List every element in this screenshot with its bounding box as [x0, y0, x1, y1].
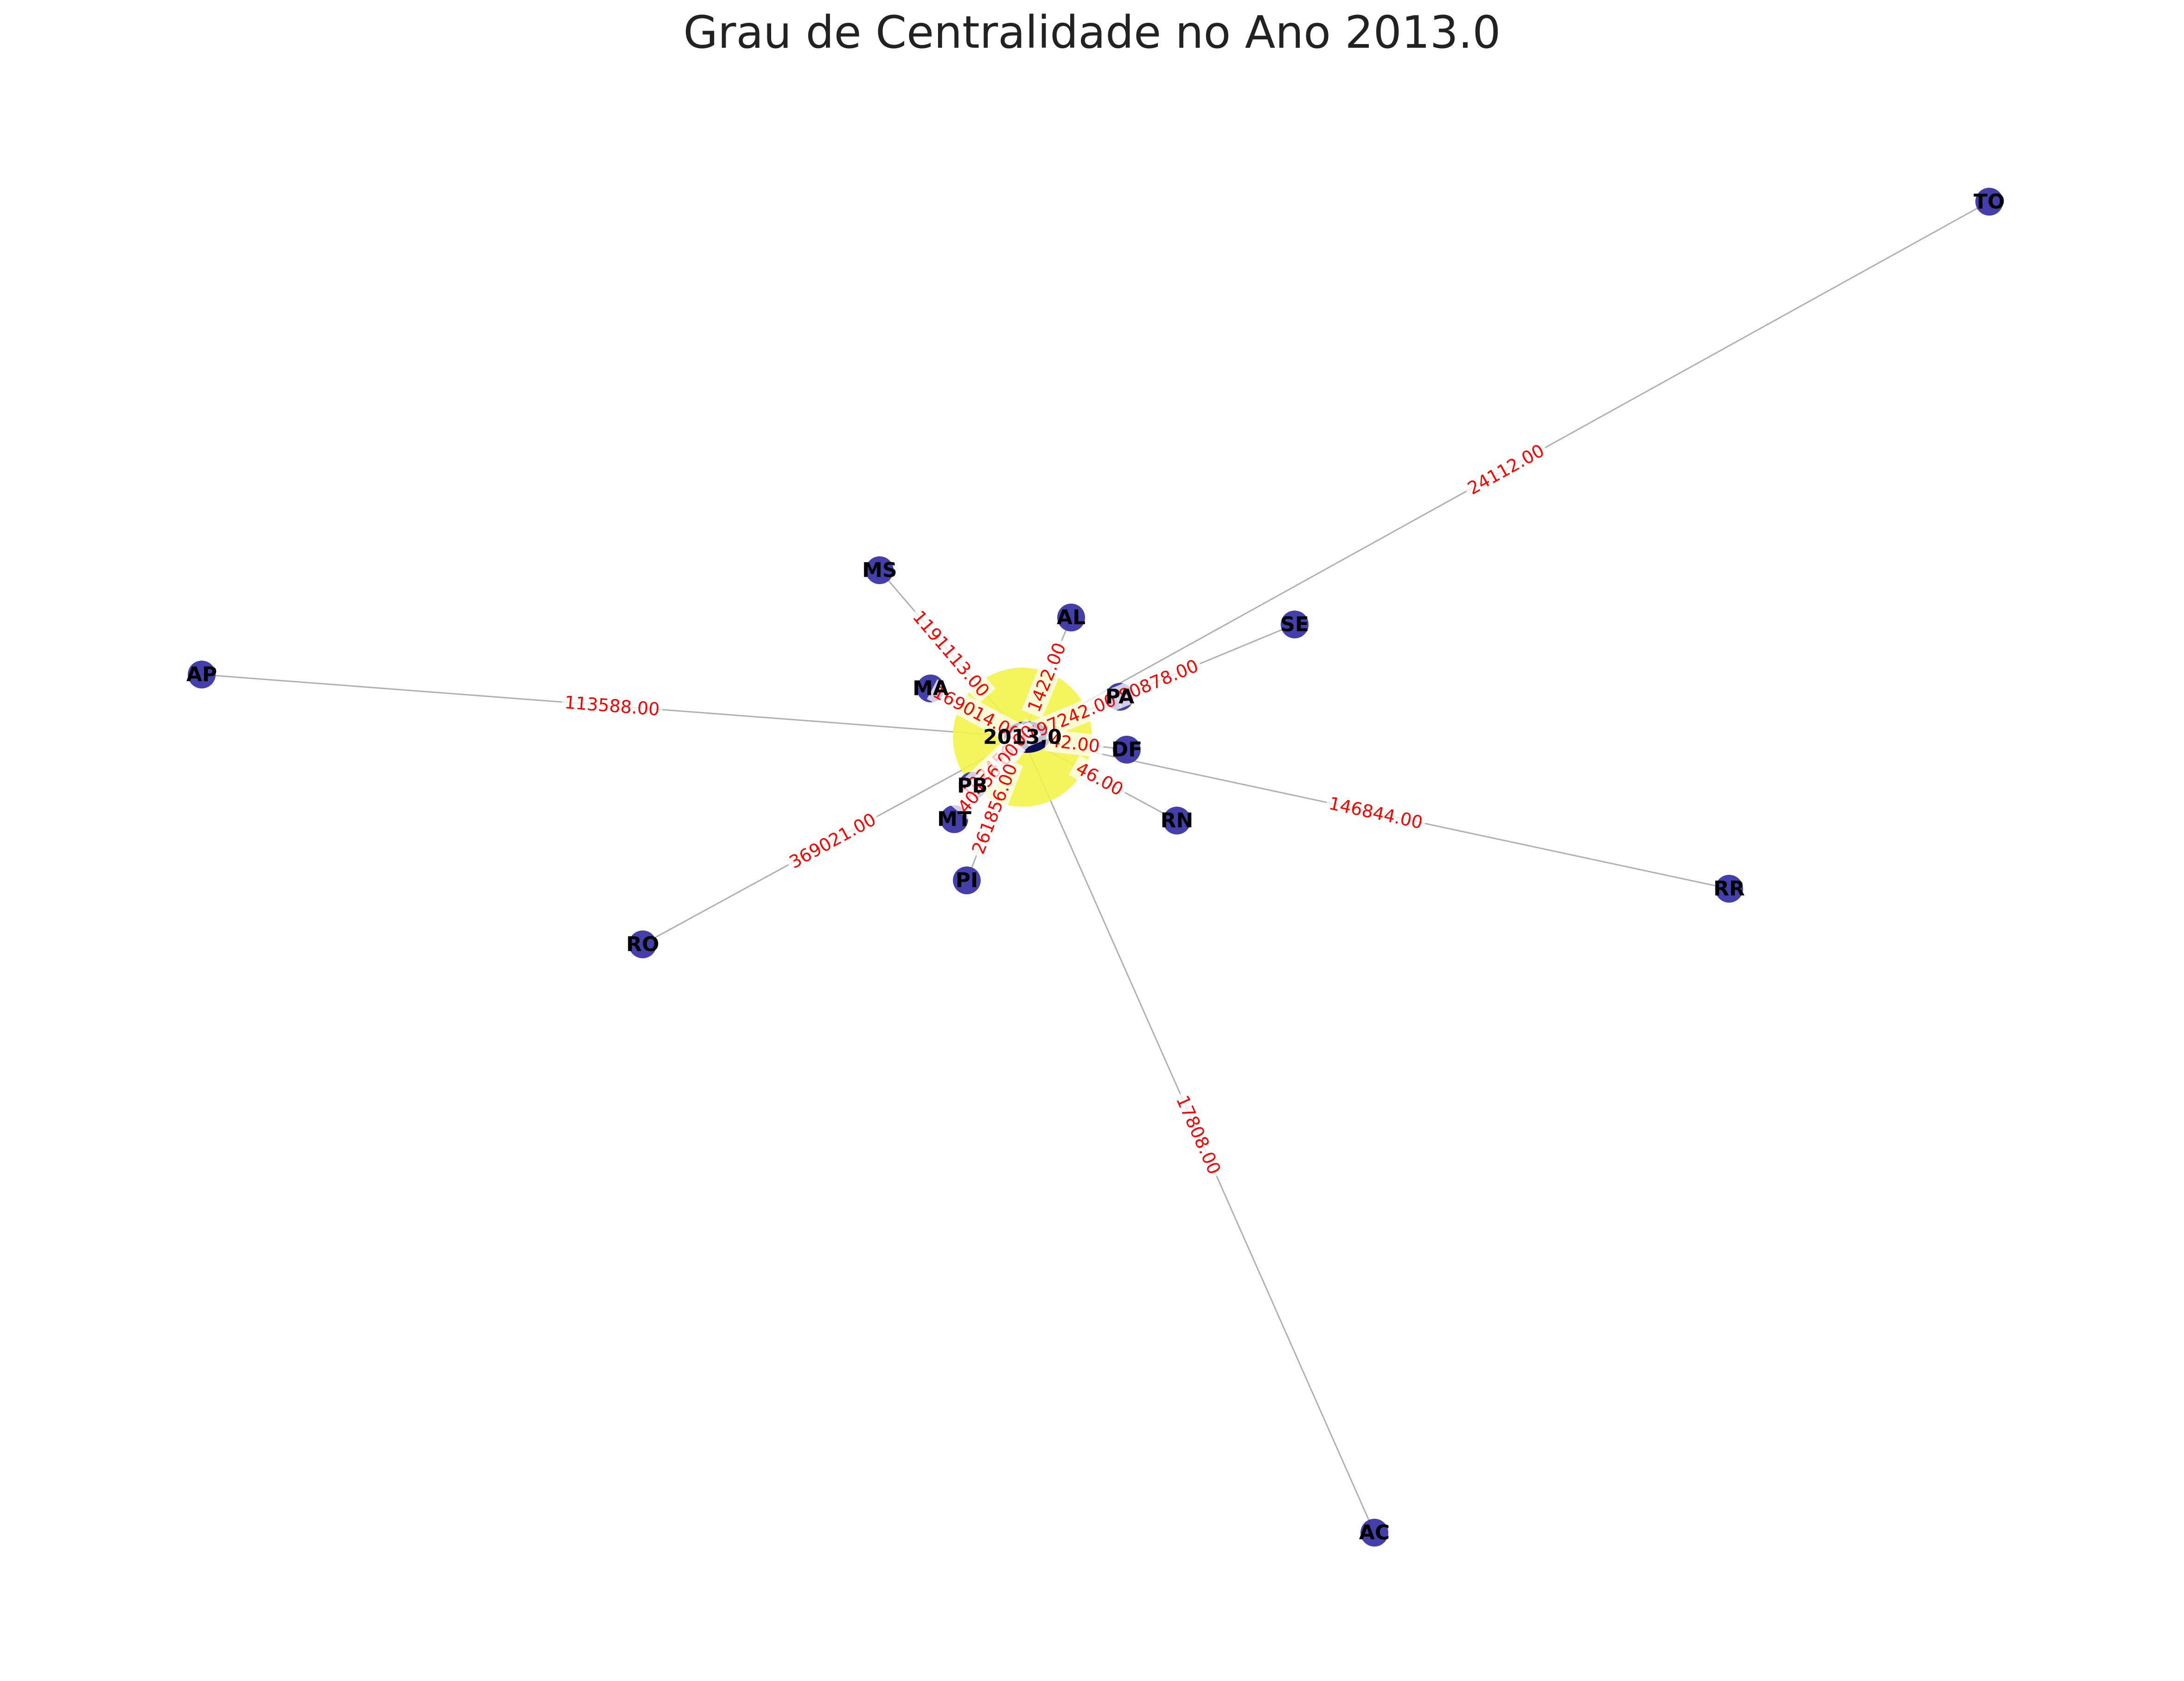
node-label-ac: AC	[1359, 1521, 1390, 1545]
node-label-mt: MT	[937, 808, 971, 831]
edge-label-bg-pi	[966, 758, 1023, 860]
nodes-layer	[188, 188, 2003, 1547]
node-ac	[1360, 1519, 1388, 1547]
edge-label-bg-se	[1112, 653, 1205, 708]
node-label-ap: AP	[186, 663, 217, 687]
node-label-pi: PI	[956, 869, 978, 892]
edge-label-group-df: 42.00	[1044, 729, 1105, 758]
edge-label-group-rr: 146844.00	[1324, 791, 1428, 834]
chart-title: Grau de Centralidade no Ano 2013.0	[683, 6, 1501, 58]
node-labels-layer: TO AP MS AL SE MA PA DF PB MT RN PI RO RR AC 2013.0	[186, 190, 2005, 1545]
node-label-to: TO	[1973, 190, 2005, 214]
node-pi	[953, 866, 981, 894]
node-label-pa: PA	[1105, 685, 1134, 709]
node-ms	[866, 556, 894, 584]
node-rr	[1715, 875, 1743, 903]
node-label-rr: RR	[1713, 877, 1745, 901]
edge-label-ro: 369021.00	[786, 809, 879, 872]
edge-label-group-ap: 113588.00	[561, 691, 664, 721]
node-label-ma: MA	[913, 677, 949, 700]
edge-label-rr: 146844.00	[1327, 793, 1424, 833]
edge-label-ac: 17808.00	[1172, 1092, 1225, 1178]
edge-label-group-ac: 17808.00	[1170, 1089, 1227, 1181]
node-al	[1057, 604, 1085, 631]
node-label-pb: PB	[957, 774, 988, 798]
edge-label-bg-ro	[783, 807, 882, 875]
hub-label: 2013.0	[983, 726, 1062, 749]
edge-label-bg-ms	[906, 604, 996, 703]
edge-label-bg-to	[1461, 438, 1551, 501]
edge-label-group-to: 24112.00	[1461, 438, 1551, 501]
node-se	[1281, 611, 1309, 638]
node-ap	[188, 661, 216, 688]
node-label-ro: RO	[626, 933, 659, 956]
edge-label-bg-rr	[1324, 791, 1428, 834]
edge-label-to: 24112.00	[1464, 440, 1548, 498]
edge-label-bg-pa	[1020, 687, 1122, 747]
node-label-se: SE	[1280, 613, 1309, 637]
edge-label-bg-mt	[951, 736, 1026, 820]
edge-label-ap: 113588.00	[564, 692, 660, 720]
node-label-al: AL	[1057, 606, 1086, 630]
node-rn	[1163, 807, 1191, 834]
node-ro	[629, 930, 657, 958]
edge-label-bg-rn	[1069, 755, 1130, 802]
edges-layer	[201, 201, 1990, 1533]
edge-label-group-ro: 369021.00	[783, 807, 882, 875]
edge-label-rn: 46.00	[1073, 758, 1127, 800]
node-label-ms: MS	[862, 559, 897, 582]
node-df	[1113, 736, 1141, 764]
edge-label-bg-ap	[561, 691, 664, 721]
edge-label-bg-ma	[926, 679, 1027, 746]
node-to	[1975, 188, 2003, 216]
edge-label-bg-ac	[1170, 1089, 1227, 1181]
node-label-rn: RN	[1161, 809, 1194, 833]
node-label-df: DF	[1111, 738, 1143, 762]
edge-label-bg-df	[1044, 729, 1105, 758]
edge-label-bg-al	[1022, 636, 1072, 719]
